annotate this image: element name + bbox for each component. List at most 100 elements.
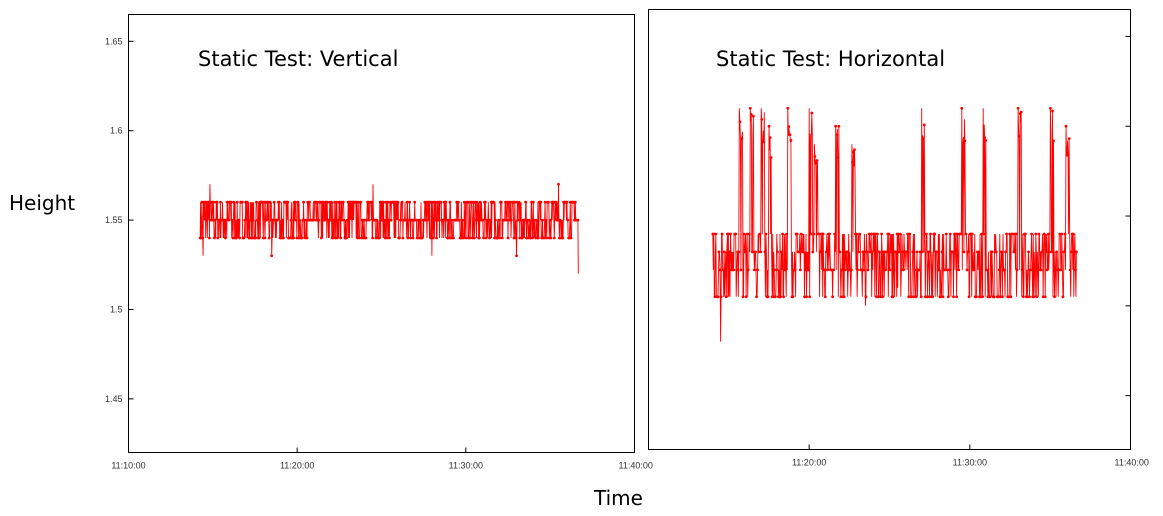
- data-point: [875, 295, 878, 299]
- data-point: [753, 268, 756, 272]
- data-point: [489, 218, 492, 222]
- data-point: [1042, 232, 1046, 236]
- data-point: [484, 236, 488, 240]
- data-point: [462, 200, 466, 204]
- data-point: [293, 200, 297, 204]
- data-point: [746, 268, 750, 272]
- data-point: [963, 139, 967, 143]
- data-point: [329, 218, 332, 222]
- data-point: [531, 236, 534, 240]
- data-point: [831, 295, 834, 299]
- data-point: [317, 218, 321, 222]
- left-plot-frame: [128, 14, 635, 453]
- data-point: [1040, 250, 1044, 254]
- data-point: [773, 295, 777, 299]
- data-point: [482, 236, 485, 240]
- data-point: [718, 268, 722, 272]
- data-point: [1012, 250, 1016, 254]
- data-point: [1057, 268, 1061, 272]
- data-point: [514, 236, 517, 240]
- data-point: [749, 113, 753, 116]
- data-point: [994, 250, 998, 254]
- data-point: [741, 295, 745, 299]
- data-point: [1045, 268, 1049, 272]
- data-point: [748, 106, 752, 110]
- data-point: [519, 218, 523, 222]
- data-point: [1032, 295, 1036, 299]
- data-point: [478, 200, 482, 204]
- data-point: [483, 200, 487, 204]
- data-point: [364, 236, 368, 240]
- data-point: [286, 200, 290, 204]
- data-point: [908, 232, 912, 236]
- data-point: [387, 218, 390, 222]
- data-point: [856, 268, 859, 272]
- data-point: [1028, 295, 1031, 299]
- data-point: [781, 232, 784, 236]
- data-point: [744, 295, 748, 299]
- data-point: [1049, 106, 1052, 110]
- data-point: [345, 236, 348, 240]
- data-point: [858, 232, 862, 236]
- data-point: [815, 159, 819, 162]
- data-point: [499, 200, 503, 204]
- data-point: [805, 295, 808, 299]
- data-point: [802, 250, 805, 254]
- data-point: [386, 200, 390, 204]
- y-tick-label: 1.55: [105, 215, 123, 225]
- data-point: [1003, 268, 1006, 272]
- data-point: [308, 200, 311, 204]
- data-point: [448, 200, 452, 204]
- data-point: [757, 250, 760, 254]
- data-point: [929, 232, 932, 236]
- left-panel-title: Static Test: Vertical: [198, 47, 398, 71]
- data-point: [864, 295, 868, 299]
- data-point: [712, 232, 716, 236]
- data-point: [1016, 106, 1020, 110]
- data-point: [997, 268, 1001, 272]
- data-point: [481, 218, 485, 222]
- data-point: [1060, 232, 1064, 236]
- data-point: [901, 250, 904, 254]
- data-point: [756, 268, 759, 272]
- data-point: [957, 268, 961, 272]
- data-point: [980, 232, 983, 236]
- y-tick-label: 1.65: [105, 36, 123, 46]
- data-point: [1062, 250, 1066, 254]
- data-point: [955, 295, 958, 299]
- data-point: [242, 236, 246, 240]
- data-point: [319, 236, 323, 240]
- data-point: [370, 200, 374, 204]
- data-point: [330, 200, 333, 204]
- data-point: [863, 250, 867, 254]
- data-point: [784, 268, 788, 272]
- data-point: [894, 250, 898, 254]
- data-point: [789, 139, 793, 142]
- data-point: [365, 218, 369, 222]
- data-point: [954, 232, 957, 236]
- data-point: [547, 200, 550, 204]
- data-point: [494, 218, 497, 222]
- data-point: [928, 295, 931, 299]
- data-point: [498, 236, 501, 240]
- data-point: [362, 218, 366, 222]
- data-point: [536, 236, 540, 240]
- data-point: [232, 200, 236, 204]
- data-point: [400, 200, 404, 204]
- data-point: [915, 250, 919, 254]
- data-point: [719, 295, 723, 299]
- data-point: [420, 236, 424, 240]
- data-point: [988, 295, 992, 299]
- data-point: [346, 218, 349, 222]
- data-point: [325, 200, 329, 204]
- data-point: [833, 232, 837, 236]
- data-point: [544, 218, 548, 222]
- data-point: [1071, 232, 1075, 236]
- data-point: [791, 295, 795, 299]
- data-point: [729, 232, 732, 236]
- data-point: [923, 295, 927, 299]
- data-point: [941, 295, 945, 299]
- x-axis-label: Time: [593, 486, 643, 510]
- data-point: [1053, 295, 1056, 299]
- data-point: [951, 250, 954, 254]
